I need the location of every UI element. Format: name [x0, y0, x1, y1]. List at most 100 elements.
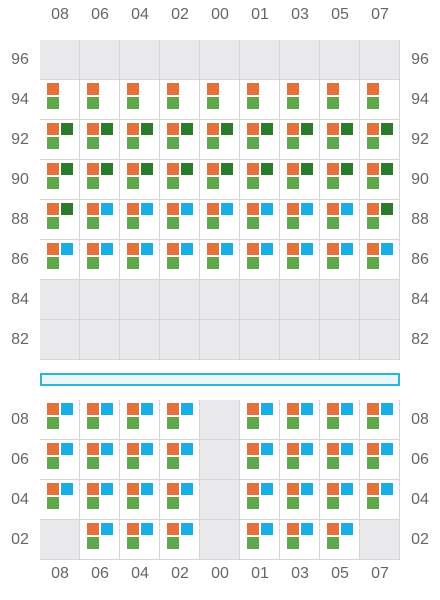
seat-cell[interactable]	[200, 80, 240, 120]
seat-cell[interactable]	[80, 200, 120, 240]
seat-cell[interactable]	[160, 120, 200, 160]
seat-cell[interactable]	[200, 120, 240, 160]
seat-cell[interactable]	[240, 240, 280, 280]
seat-cell[interactable]	[160, 480, 200, 520]
blue-square	[221, 203, 233, 215]
orange-square	[87, 443, 99, 455]
seat-cell[interactable]	[320, 240, 360, 280]
seat-cell[interactable]	[40, 200, 80, 240]
seat-cell[interactable]	[120, 400, 160, 440]
orange-square	[327, 443, 339, 455]
bottom-column-label: 07	[371, 565, 389, 582]
seat-cell[interactable]	[360, 80, 400, 120]
blue-square	[301, 243, 313, 255]
light-green-square	[327, 417, 339, 429]
seat-cell[interactable]	[360, 160, 400, 200]
seat-cell[interactable]	[160, 80, 200, 120]
seat-cell[interactable]	[80, 80, 120, 120]
dark-green-square	[381, 123, 393, 135]
seat-cell[interactable]	[320, 480, 360, 520]
seat-cell[interactable]	[120, 200, 160, 240]
light-green-square	[207, 137, 219, 149]
seat-cell[interactable]	[280, 80, 320, 120]
seat-cell[interactable]	[320, 520, 360, 560]
blue-square	[261, 203, 273, 215]
seat-cell[interactable]	[80, 240, 120, 280]
seat-cell[interactable]	[160, 520, 200, 560]
seat-cell[interactable]	[280, 160, 320, 200]
seat-cell[interactable]	[280, 480, 320, 520]
seat-cell[interactable]	[80, 480, 120, 520]
seat-cell[interactable]	[40, 120, 80, 160]
light-green-square	[367, 177, 379, 189]
seat-cell[interactable]	[160, 440, 200, 480]
light-green-square	[127, 217, 139, 229]
blue-square	[181, 243, 193, 255]
seat-cell[interactable]	[160, 400, 200, 440]
dark-green-square	[261, 123, 273, 135]
seat-cell[interactable]	[120, 520, 160, 560]
seat-cell[interactable]	[120, 120, 160, 160]
seat-cell[interactable]	[240, 440, 280, 480]
orange-square	[127, 123, 139, 135]
seat-cell[interactable]	[240, 480, 280, 520]
seat-cell[interactable]	[320, 80, 360, 120]
light-green-square	[327, 177, 339, 189]
seat-cell[interactable]	[120, 160, 160, 200]
seat-cell[interactable]	[80, 520, 120, 560]
seat-cell[interactable]	[240, 120, 280, 160]
seat-cell[interactable]	[160, 160, 200, 200]
seat-cell[interactable]	[360, 400, 400, 440]
seat-cell[interactable]	[40, 440, 80, 480]
seat-cell[interactable]	[280, 120, 320, 160]
seat-cell[interactable]	[80, 440, 120, 480]
seat-cell[interactable]	[280, 240, 320, 280]
seat-cell[interactable]	[280, 200, 320, 240]
seat-cell[interactable]	[80, 120, 120, 160]
seat-cell[interactable]	[320, 160, 360, 200]
seat-cell[interactable]	[280, 520, 320, 560]
seat-cell[interactable]	[160, 240, 200, 280]
empty-seat-cell	[120, 280, 160, 320]
seat-cell[interactable]	[200, 160, 240, 200]
seat-cell[interactable]	[200, 240, 240, 280]
seat-cell[interactable]	[320, 120, 360, 160]
seat-cell[interactable]	[160, 200, 200, 240]
seat-cell[interactable]	[240, 200, 280, 240]
seat-cell[interactable]	[120, 240, 160, 280]
seat-cell[interactable]	[120, 80, 160, 120]
seat-cell[interactable]	[320, 440, 360, 480]
seat-cell[interactable]	[40, 480, 80, 520]
seat-cell[interactable]	[240, 80, 280, 120]
seat-cell[interactable]	[240, 160, 280, 200]
row-label-right: 06	[411, 451, 429, 468]
seat-cell[interactable]	[200, 200, 240, 240]
seat-cell[interactable]	[360, 480, 400, 520]
light-green-square	[247, 497, 259, 509]
seat-cell[interactable]	[40, 160, 80, 200]
seat-cell[interactable]	[240, 400, 280, 440]
blue-square	[61, 243, 73, 255]
seat-cell[interactable]	[120, 480, 160, 520]
orange-square	[167, 83, 179, 95]
seat-cell[interactable]	[360, 440, 400, 480]
seat-cell[interactable]	[80, 160, 120, 200]
seat-cell[interactable]	[40, 240, 80, 280]
seat-cell[interactable]	[320, 400, 360, 440]
light-green-square	[47, 177, 59, 189]
orange-square	[367, 83, 379, 95]
seat-cell[interactable]	[280, 440, 320, 480]
row-label-left: 92	[11, 131, 29, 148]
seat-cell[interactable]	[280, 400, 320, 440]
seat-cell[interactable]	[360, 120, 400, 160]
seat-cell[interactable]	[360, 200, 400, 240]
seat-cell[interactable]	[240, 520, 280, 560]
dark-green-square	[181, 123, 193, 135]
seat-cell[interactable]	[320, 200, 360, 240]
seat-cell[interactable]	[40, 80, 80, 120]
seat-cell[interactable]	[120, 440, 160, 480]
row-label-left: 88	[11, 211, 29, 228]
seat-cell[interactable]	[360, 240, 400, 280]
seat-cell[interactable]	[80, 400, 120, 440]
seat-cell[interactable]	[40, 400, 80, 440]
